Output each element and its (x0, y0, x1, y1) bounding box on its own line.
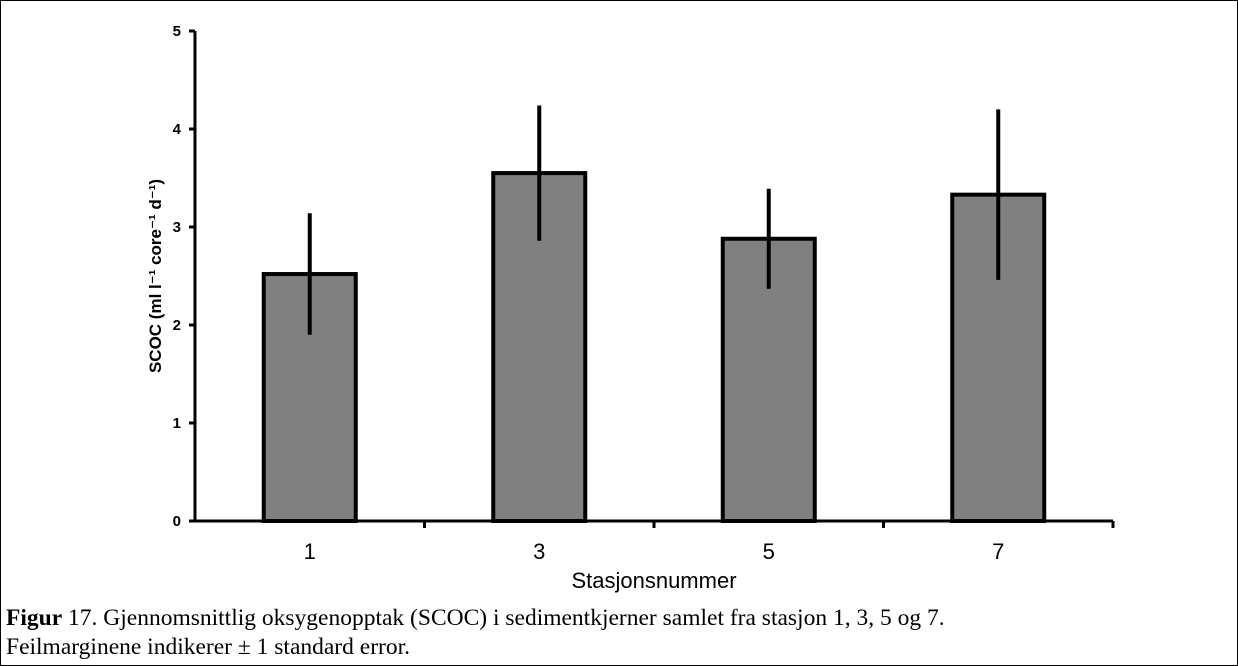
y-tick-label: 1 (173, 415, 181, 432)
figure-caption: Figur 17. Gjennomsnittlig oksygenopptak … (6, 604, 1231, 662)
y-tick-label: 0 (173, 513, 181, 530)
y-tick-label: 5 (173, 23, 181, 40)
y-tick-label: 4 (173, 121, 182, 138)
x-axis-title: Stasjonsnummer (571, 568, 736, 593)
x-tick-label: 7 (992, 539, 1004, 564)
y-tick-label: 2 (173, 317, 181, 334)
x-tick-label: 1 (304, 539, 316, 564)
bar-chart: 1 3 5 7 0 1 2 3 4 5 Stasjonsnummer SCOC (ml l⁻¹ cor… (146, 23, 1115, 593)
caption-line2: Feilmarginene indikerer ± 1 standard err… (6, 634, 410, 660)
x-tick-label: 5 (763, 539, 775, 564)
y-tick-label: 3 (173, 219, 181, 236)
caption-label: Figur (6, 605, 63, 631)
y-axis-title: SCOC (ml l⁻¹ core⁻¹ d⁻¹) (146, 179, 165, 373)
x-tick-label: 3 (533, 539, 545, 564)
caption-text: 17. Gjennomsnittlig oksygenopptak (SCOC)… (62, 605, 945, 631)
